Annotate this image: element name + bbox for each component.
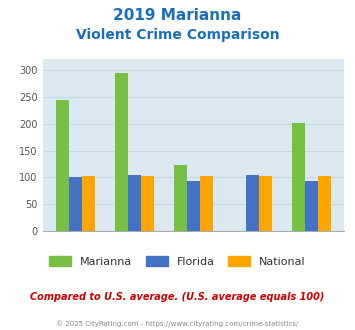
Bar [305, 181, 318, 231]
Bar [292, 123, 305, 231]
Legend: Marianna, Florida, National: Marianna, Florida, National [49, 256, 306, 267]
Bar [259, 176, 272, 231]
Text: Compared to U.S. average. (U.S. average equals 100): Compared to U.S. average. (U.S. average … [30, 292, 325, 302]
Bar [174, 165, 187, 231]
Bar [56, 100, 69, 231]
Bar [200, 176, 213, 231]
Bar [128, 175, 141, 231]
Bar [115, 73, 128, 231]
Text: Violent Crime Comparison: Violent Crime Comparison [76, 28, 279, 42]
Bar [82, 176, 95, 231]
Text: © 2025 CityRating.com - https://www.cityrating.com/crime-statistics/: © 2025 CityRating.com - https://www.city… [56, 321, 299, 327]
Bar [246, 175, 259, 231]
Bar [318, 176, 331, 231]
Bar [141, 176, 154, 231]
Text: 2019 Marianna: 2019 Marianna [113, 8, 242, 23]
Bar [187, 181, 200, 231]
Bar [69, 177, 82, 231]
